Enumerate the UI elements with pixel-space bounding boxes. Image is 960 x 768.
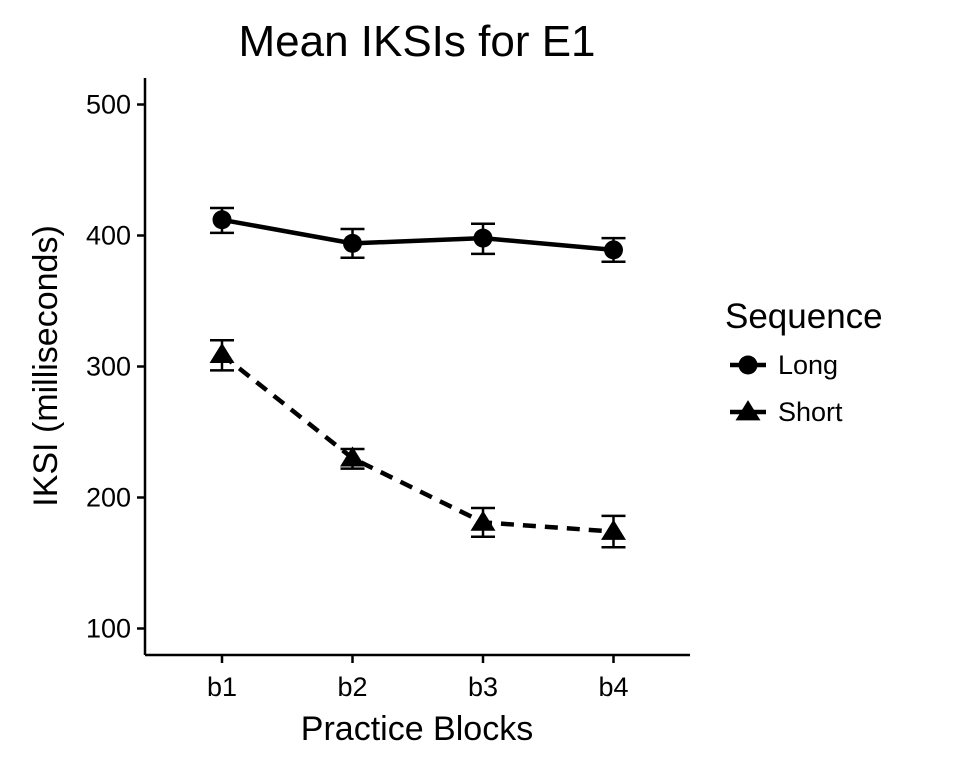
legend-label: Long	[778, 350, 838, 380]
data-point	[209, 342, 235, 364]
legend-swatch-marker	[738, 355, 758, 375]
legend-swatch-marker	[735, 400, 761, 421]
plot-area: 100 200 300 400 500 b1 b2 b3 b4	[86, 78, 690, 702]
x-axis-title: Practice Blocks	[301, 710, 533, 748]
legend-item-short: Short	[730, 397, 843, 427]
y-axis-title: IKSI (milliseconds)	[27, 225, 65, 507]
series-layer	[209, 206, 626, 549]
data-point	[604, 240, 623, 260]
data-point	[343, 233, 362, 253]
legend: Sequence Long Short	[725, 297, 883, 427]
legend-label: Short	[778, 397, 843, 427]
series-long	[210, 206, 626, 263]
data-point	[470, 510, 496, 531]
x-axis-ticks: b1 b2 b3 b4	[207, 655, 629, 702]
x-tick-label: b1	[207, 672, 237, 702]
y-axis-ticks: 100 200 300 400 500	[86, 90, 145, 644]
chart-title: Mean IKSIs for E1	[238, 17, 595, 66]
y-tick-label: 300	[86, 352, 131, 382]
legend-item-long: Long	[730, 350, 838, 380]
y-tick-label: 500	[86, 90, 131, 120]
y-tick-label: 100	[86, 614, 131, 644]
series-line	[220, 352, 614, 534]
series-line	[221, 217, 614, 253]
x-tick-label: b3	[468, 672, 498, 702]
y-tick-label: 200	[86, 483, 131, 513]
data-point	[601, 519, 626, 540]
data-point	[473, 228, 493, 248]
legend-items: Long Short	[730, 350, 843, 427]
x-tick-label: b4	[598, 672, 628, 702]
legend-title: Sequence	[725, 297, 883, 336]
data-point	[212, 210, 232, 230]
data-point	[340, 446, 365, 467]
series-short	[209, 339, 626, 549]
y-tick-label: 400	[86, 221, 131, 251]
x-tick-label: b2	[337, 672, 367, 702]
